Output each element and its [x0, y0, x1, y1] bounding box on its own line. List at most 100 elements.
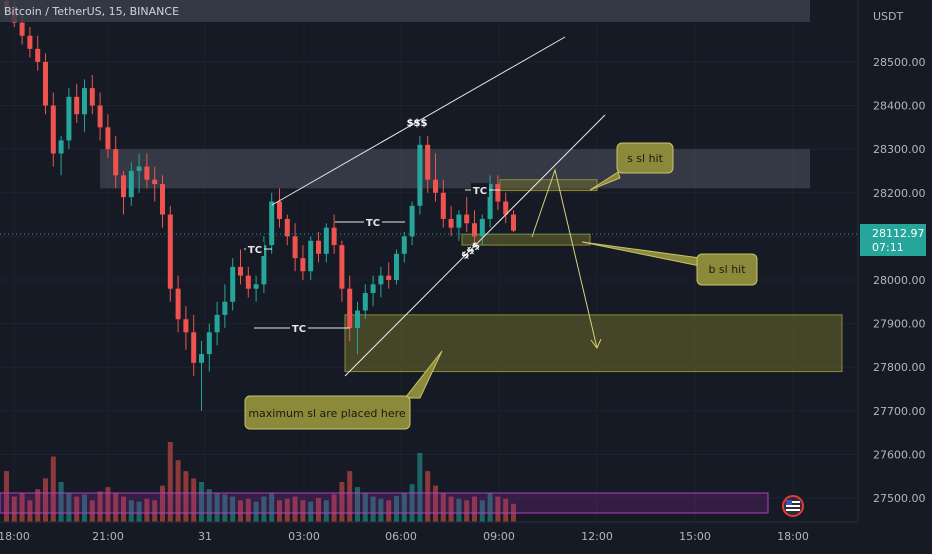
candle-body[interactable]: [105, 127, 111, 150]
current-price-tag[interactable]: [860, 224, 926, 256]
candle-body[interactable]: [386, 275, 392, 280]
tc-label-bg: [246, 242, 264, 256]
candle-body[interactable]: [370, 284, 376, 294]
candle-body[interactable]: [401, 236, 407, 254]
candle-body[interactable]: [316, 240, 321, 254]
candle-body[interactable]: [66, 96, 72, 141]
candle-body[interactable]: [144, 166, 150, 180]
callout-maximum-sl[interactable]: maximum sl are placed here: [244, 350, 443, 430]
candle-body[interactable]: [409, 205, 415, 237]
candle-body[interactable]: [308, 240, 314, 272]
candle-body[interactable]: [495, 184, 501, 202]
candle-body[interactable]: [487, 184, 493, 219]
candle-body[interactable]: [378, 275, 384, 285]
volume-bar: [401, 492, 407, 522]
candle-body[interactable]: [152, 179, 158, 185]
candle-body[interactable]: [74, 96, 80, 115]
callout-pointer: [403, 350, 443, 399]
candle-body[interactable]: [175, 288, 181, 320]
price-tick-label: 27500.00: [873, 492, 926, 505]
candle-body[interactable]: [167, 214, 173, 289]
candle-body[interactable]: [230, 266, 236, 302]
candle-body[interactable]: [58, 140, 64, 154]
candle-body[interactable]: [347, 288, 353, 328]
price-tick-label: 28200.00: [873, 187, 926, 200]
projection-polyline[interactable]: [531, 168, 598, 349]
candle-body[interactable]: [440, 192, 446, 219]
tc-label: TC: [366, 218, 380, 229]
volume-bar: [331, 494, 337, 522]
candle-body[interactable]: [245, 275, 251, 289]
candle-body[interactable]: [433, 179, 438, 193]
tc-labels: TC TC TC TC: [246, 183, 489, 335]
candle-body[interactable]: [43, 61, 48, 106]
candle-body[interactable]: [261, 245, 267, 285]
candle-body[interactable]: [339, 245, 345, 289]
candle-body[interactable]: [121, 175, 126, 198]
volume-bar: [58, 482, 64, 522]
zone-support[interactable]: [344, 314, 843, 373]
candle-body[interactable]: [269, 201, 275, 246]
callout-s-sl-hit[interactable]: s sl hit: [589, 142, 674, 191]
volume-bar: [245, 498, 251, 522]
candle-body[interactable]: [355, 310, 360, 328]
callout-b-sl-hit[interactable]: b sl hit: [581, 241, 758, 286]
candle-body[interactable]: [277, 201, 282, 219]
candle-body[interactable]: [136, 166, 142, 171]
candle-body[interactable]: [160, 184, 165, 215]
candle-body[interactable]: [511, 214, 516, 231]
candle-body[interactable]: [128, 170, 134, 198]
us-flag-icon[interactable]: [782, 495, 804, 517]
candle-body[interactable]: [292, 236, 298, 259]
volume-bar: [487, 492, 493, 522]
candle-body[interactable]: [214, 314, 220, 333]
volume-bars: [4, 442, 516, 522]
candle-body[interactable]: [456, 214, 462, 228]
candle-body[interactable]: [50, 105, 56, 154]
volume-bar: [495, 496, 501, 522]
zone-resistance[interactable]: [100, 149, 810, 189]
tc-label-bg: [364, 215, 382, 229]
candle-body[interactable]: [417, 144, 423, 206]
tc-label: TC: [248, 245, 262, 256]
candle-body[interactable]: [472, 223, 477, 237]
candle-body[interactable]: [191, 332, 197, 363]
candle-body[interactable]: [331, 227, 337, 246]
candle-body[interactable]: [362, 293, 368, 311]
candle-body[interactable]: [222, 301, 228, 315]
candle-body[interactable]: [238, 266, 243, 276]
candle-body[interactable]: [206, 332, 212, 355]
volume-bar: [97, 491, 103, 522]
volume-bar: [456, 498, 462, 522]
volume-bar: [105, 487, 111, 522]
candle-body[interactable]: [479, 218, 485, 237]
lower-channel-line[interactable]: [344, 114, 606, 377]
upper-channel-line[interactable]: [271, 36, 566, 206]
candle-body[interactable]: [253, 284, 259, 289]
candle-body[interactable]: [323, 227, 329, 254]
candle-body[interactable]: [425, 144, 431, 180]
candle-body[interactable]: [82, 88, 87, 115]
candle-body[interactable]: [27, 35, 33, 49]
grid-lines: [0, 61, 858, 499]
candle-body[interactable]: [113, 149, 119, 176]
candle-body[interactable]: [183, 319, 189, 333]
candle-body[interactable]: [448, 218, 454, 228]
candle-body[interactable]: [503, 201, 509, 215]
current-price-countdown: 07:11: [872, 241, 904, 254]
candle-body[interactable]: [19, 22, 25, 36]
candle-body[interactable]: [284, 218, 290, 237]
volume-bar: [128, 500, 134, 522]
candle-body[interactable]: [89, 88, 95, 106]
candle-body[interactable]: [464, 214, 470, 224]
candle-body[interactable]: [35, 48, 41, 62]
candle-body[interactable]: [394, 253, 399, 280]
volume-highlight-box[interactable]: [0, 492, 769, 514]
price-axis-ticks: 28500.0028400.0028300.0028200.0028100.00…: [873, 56, 926, 505]
candle-body[interactable]: [199, 354, 204, 363]
candle-body[interactable]: [300, 258, 306, 272]
candle-body[interactable]: [97, 105, 103, 128]
volume-bar: [339, 482, 345, 522]
zone-entry[interactable]: [461, 233, 591, 246]
